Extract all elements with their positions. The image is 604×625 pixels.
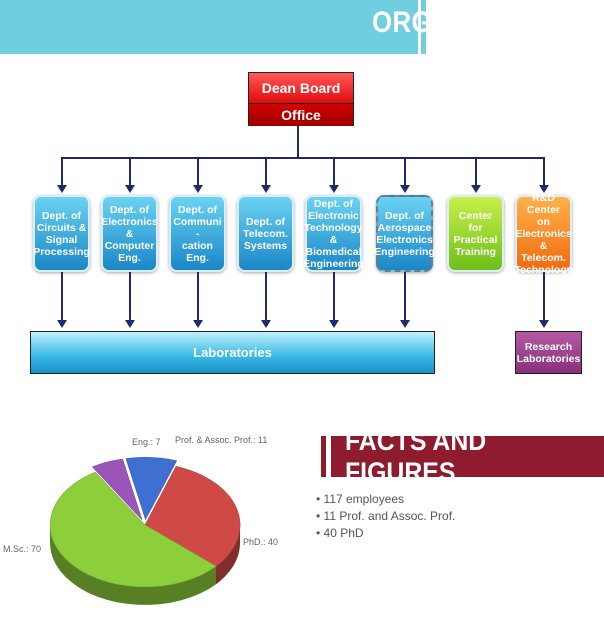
pie-slice-side — [50, 525, 216, 605]
arrow-down-icon — [539, 185, 549, 193]
arrow-down-icon — [125, 320, 135, 328]
header-banner — [0, 0, 418, 54]
office-label: Office — [249, 104, 353, 126]
dean-board-box: Dean Board Office — [248, 72, 354, 126]
lab-connector-line — [404, 272, 406, 322]
department-label: Dept. of Aerospace Electronics Engineeri… — [374, 209, 435, 258]
pie-slice-eng — [91, 458, 143, 521]
arrow-down-icon — [539, 320, 549, 328]
dean-board-label: Dean Board — [249, 73, 353, 104]
facts-accent-bar — [321, 436, 326, 477]
laboratories-label: Laboratories — [193, 345, 272, 360]
department-label: Dept. of Communi - cation Eng. — [173, 203, 222, 264]
dept-connector-line — [265, 158, 267, 186]
pie-chart: Eng.: 7 Prof. & Assoc. Prof.: 11 PhD.: 4… — [0, 430, 320, 620]
dept-connector-line — [197, 158, 199, 186]
pie-label-phd: PhD.: 40 — [243, 537, 279, 547]
facts-item: 40 PhD — [316, 525, 455, 542]
dept-connector-line — [333, 158, 335, 186]
department-label: Dept. of Circuits & Signal Processing — [33, 209, 90, 258]
department-box: Dept. of Aerospace Electronics Engineeri… — [374, 195, 435, 272]
department-box: Center for Practical Training — [447, 195, 504, 272]
lab-connector-line — [333, 272, 335, 322]
arrow-down-icon — [125, 185, 135, 193]
lab-connector-line — [129, 272, 131, 322]
arrow-down-icon — [57, 320, 67, 328]
dean-connector — [297, 126, 299, 158]
arrow-down-icon — [193, 320, 203, 328]
research-laboratories-box: Research Laboratories — [515, 331, 582, 374]
pie-slice-m-sc — [49, 471, 217, 588]
arrow-down-icon — [471, 185, 481, 193]
department-box: Dept. of Telecom. Systems — [237, 195, 294, 272]
page-title: ORGANIZATION — [371, 6, 574, 39]
department-label: Dept. of Telecom. Systems — [243, 215, 288, 252]
pie-slice-prof-assoc-prof — [125, 457, 178, 521]
laboratories-box: Laboratories — [30, 331, 435, 374]
arrow-down-icon — [329, 320, 339, 328]
dept-connector-line — [543, 158, 545, 186]
dept-connector-line — [129, 158, 131, 186]
lab-connector-line — [543, 272, 545, 322]
facts-title: FACTS AND FIGURES — [345, 425, 487, 487]
department-label: R&D Center on Electronics & Telecom. Tec… — [514, 191, 573, 276]
lab-connector-line — [61, 272, 63, 322]
arrow-down-icon — [329, 185, 339, 193]
arrow-down-icon — [193, 185, 203, 193]
pie-chart-svg — [49, 457, 241, 605]
department-label: Dept. of Electronics & Computer Eng. — [101, 203, 158, 264]
department-box: R&D Center on Electronics & Telecom. Tec… — [514, 192, 572, 276]
department-box: Dept. of Communi - cation Eng. — [169, 195, 226, 272]
arrow-down-icon — [400, 320, 410, 328]
dept-connector-line — [475, 158, 477, 186]
facts-item: 11 Prof. and Assoc. Prof. — [316, 508, 456, 525]
header-banner-edge — [421, 0, 426, 54]
dept-connector-line — [404, 158, 406, 186]
department-label: Center for Practical Training — [453, 209, 498, 258]
top-bus-line — [61, 157, 545, 159]
facts-list: 117 employees 11 Prof. and Assoc. Prof. … — [316, 491, 456, 542]
pie-label-prof: Prof. & Assoc. Prof.: 11 — [175, 435, 268, 445]
facts-title-box: FACTS AND FIGURES — [331, 426, 604, 487]
department-box: Dept. of Circuits & Signal Processing — [33, 195, 90, 272]
lab-connector-line — [197, 272, 199, 322]
department-box: Dept. of Electronics & Computer Eng. — [101, 195, 158, 272]
pie-label-msc: M.Sc.: 70 — [3, 544, 42, 554]
department-box: Dept. of Electronic Technology & Biomedi… — [303, 195, 364, 272]
pie-slice-side — [216, 525, 240, 585]
arrow-down-icon — [261, 185, 271, 193]
department-label: Dept. of Electronic Technology & Biomedi… — [303, 197, 364, 270]
arrow-down-icon — [261, 320, 271, 328]
facts-item: 117 employees — [316, 491, 455, 508]
lab-connector-line — [265, 272, 267, 322]
arrow-down-icon — [400, 185, 410, 193]
arrow-down-icon — [57, 185, 67, 193]
pie-slice-phd — [144, 466, 241, 567]
dept-connector-line — [61, 158, 63, 186]
pie-label-eng: Eng.: 7 — [132, 437, 161, 447]
